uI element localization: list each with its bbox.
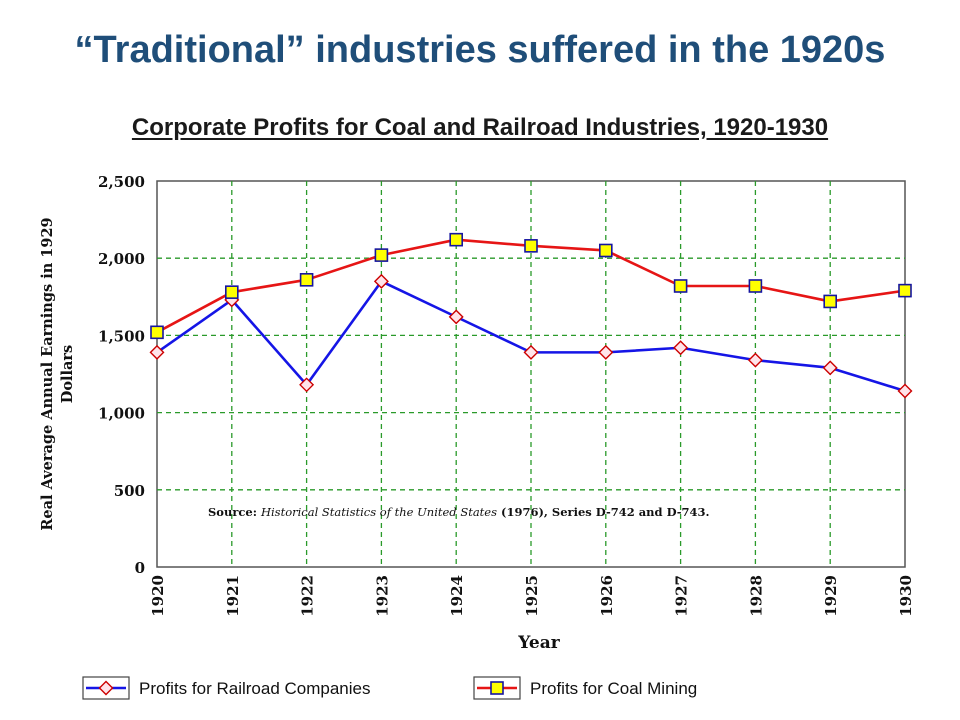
data-point-diamond [822, 360, 838, 376]
x-tick-label: 1922 [299, 575, 317, 617]
slide-title: “Traditional” industries suffered in the… [74, 29, 886, 71]
x-tick-label: 1926 [598, 575, 616, 617]
y-tick-label: 2,000 [98, 250, 145, 268]
data-point-square [673, 279, 688, 293]
x-axis-label: Year [517, 633, 560, 653]
x-tick-label: 1921 [224, 575, 242, 617]
data-point-diamond [747, 352, 763, 368]
data-point-square [374, 248, 389, 262]
legend-label: Profits for Coal Mining [530, 679, 697, 698]
y-tick-label: 1,000 [98, 405, 145, 423]
data-point-diamond [897, 383, 913, 399]
data-point-square [225, 285, 239, 299]
x-tick-label: 1924 [448, 575, 466, 617]
data-point-square [150, 325, 164, 340]
y-tick-label: 500 [114, 482, 145, 500]
data-point-diamond [149, 344, 165, 360]
data-point-diamond [523, 344, 539, 360]
y-axis-label: Real Average Annual Earnings in 1929 Doll… [39, 217, 76, 530]
data-point-diamond [299, 377, 315, 393]
data-point-diamond [673, 340, 689, 356]
x-tick-label: 1928 [747, 575, 765, 617]
data-point-square [748, 279, 763, 293]
data-point-square [823, 294, 838, 309]
data-point-square [524, 239, 538, 253]
chart-title: Corporate Profits for Coal and Railroad … [131, 114, 829, 141]
legend-marker [490, 681, 504, 695]
x-tick-label: 1930 [897, 575, 915, 617]
data-point-diamond [373, 273, 389, 289]
y-tick-label: 0 [135, 559, 145, 577]
x-tick-label: 1929 [822, 575, 840, 617]
legend-marker [98, 680, 114, 696]
x-tick-label: 1927 [673, 575, 691, 617]
data-point-square [598, 243, 613, 258]
x-tick-label: 1920 [149, 575, 167, 617]
data-point-square [449, 232, 464, 247]
y-tick-label: 2,500 [98, 173, 145, 191]
data-point-diamond [598, 344, 614, 360]
source-annotation: Source: Historical Statistics of the Uni… [208, 505, 710, 519]
x-tick-label: 1925 [523, 575, 541, 617]
y-tick-label: 1,500 [98, 327, 145, 345]
data-point-square [299, 273, 314, 287]
x-tick-label: 1923 [373, 575, 391, 617]
data-point-diamond [448, 309, 464, 325]
data-point-square [898, 283, 912, 298]
legend-label: Profits for Railroad Companies [139, 679, 370, 698]
